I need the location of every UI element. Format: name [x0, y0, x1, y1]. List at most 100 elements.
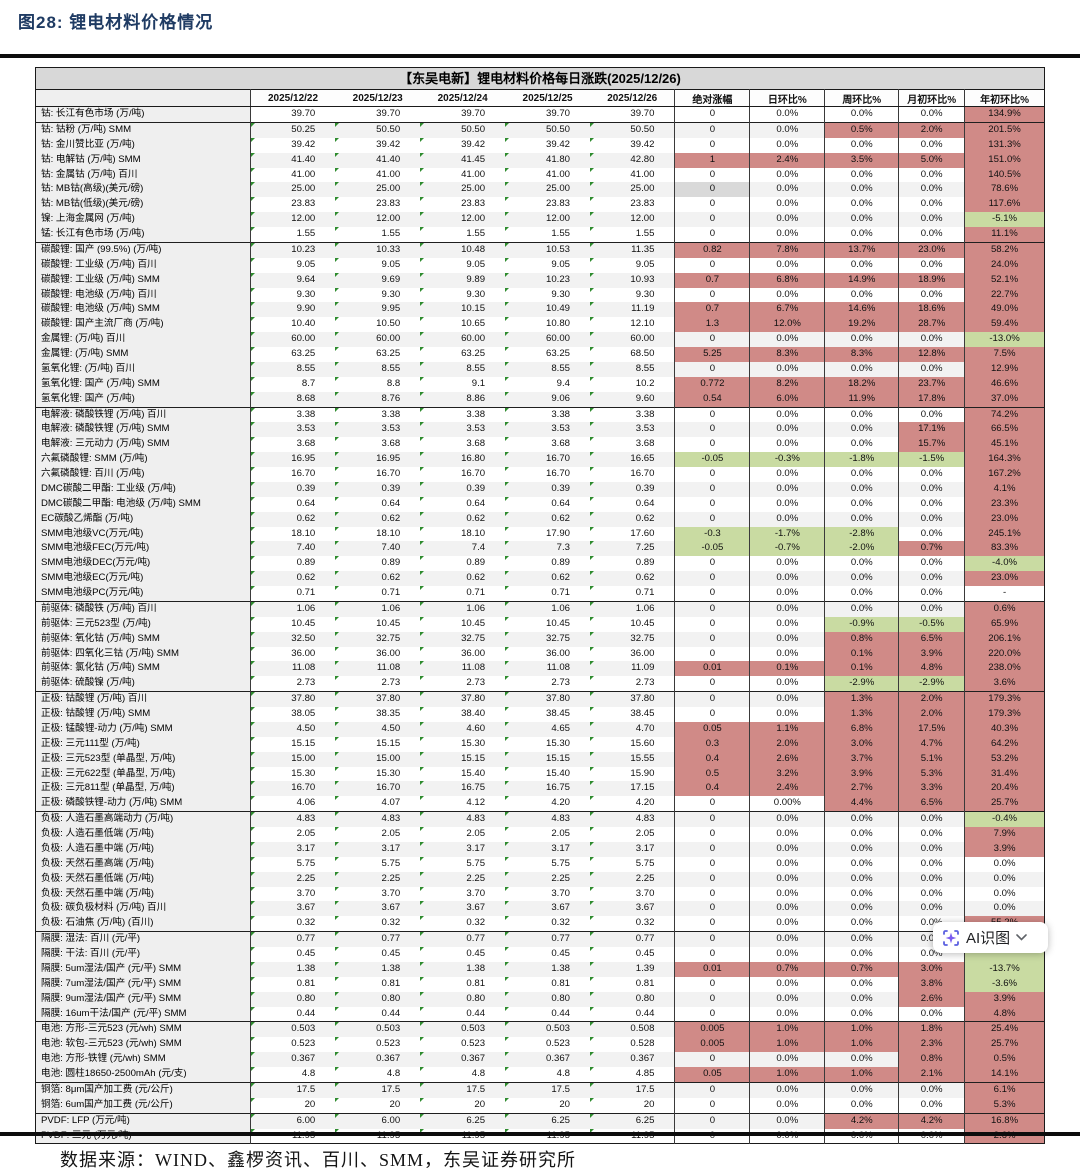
price-cell: 39.70: [461, 108, 486, 119]
price-cell: 0.32: [250, 916, 335, 931]
price-cell: 15.15: [420, 751, 506, 767]
price-cell: 15.90: [590, 766, 675, 782]
price-cell: 3.53: [590, 422, 675, 438]
change-cell: 0.0%: [749, 197, 825, 213]
chevron-down-icon[interactable]: [1016, 934, 1027, 941]
change-cell: 0: [674, 707, 750, 722]
price-cell: 3.17: [505, 841, 591, 857]
cell-note-triangle-icon: [505, 511, 510, 516]
col-header-3: 2025/12/24: [420, 89, 506, 107]
cell-note-triangle-icon: [505, 317, 510, 322]
change-cell: 1.0%: [749, 1037, 825, 1053]
price-cell: 1.55: [335, 227, 420, 242]
change-cell: 58.2%: [964, 241, 1045, 258]
change-cell: 0.005: [674, 1021, 750, 1038]
price-cell: 38.35: [335, 707, 420, 722]
cell-note-triangle-icon: [335, 692, 340, 697]
change-cell: -: [964, 586, 1045, 602]
cell-note-triangle-icon: [505, 781, 510, 786]
price-cell: 10.80: [505, 317, 590, 332]
change-cell: 0: [674, 406, 750, 423]
price-cell: 25.00: [335, 182, 421, 198]
change-cell: 0: [674, 796, 750, 812]
price-cell: 7.40: [250, 541, 336, 557]
change-cell: -13.0%: [964, 332, 1045, 347]
price-cell: 2.25: [505, 871, 591, 887]
price-cell: 3.38: [590, 406, 675, 423]
change-cell: -0.3: [674, 526, 750, 542]
change-cell: 0.0%: [824, 571, 899, 586]
change-cell: 1.8%: [898, 1021, 965, 1038]
price-cell: 0.503: [420, 1021, 506, 1038]
cell-note-triangle-icon: [250, 707, 255, 711]
price-cell: 6.00: [335, 1112, 421, 1129]
change-cell: 7.9%: [964, 827, 1045, 842]
cell-note-triangle-icon: [250, 243, 255, 247]
cell-note-triangle-icon: [505, 408, 510, 412]
price-cell: 9.95: [335, 302, 421, 318]
cell-note-triangle-icon: [335, 932, 340, 937]
cell-note-triangle-icon: [335, 197, 340, 202]
change-cell: 0.0%: [749, 841, 825, 857]
cell-note-triangle-icon: [335, 751, 340, 756]
change-cell: 0.0%: [898, 197, 965, 213]
price-cell: 0.89: [250, 556, 335, 571]
change-cell: 0.0%: [824, 106, 899, 123]
cell-note-triangle-icon: [250, 452, 255, 457]
cell-note-triangle-icon: [590, 152, 595, 157]
cell-note-triangle-icon: [505, 182, 510, 187]
price-cell: 10.50: [335, 317, 420, 332]
cell-note-triangle-icon: [335, 408, 340, 412]
cell-note-triangle-icon: [335, 496, 340, 501]
price-cell: 16.70: [505, 452, 591, 467]
cell-note-triangle-icon: [250, 1052, 255, 1057]
change-cell: 53.2%: [964, 751, 1045, 767]
price-cell: 15.30: [335, 766, 420, 782]
cell-note-triangle-icon: [590, 751, 595, 756]
price-cell: 4.12: [420, 796, 505, 811]
price-cell: 3.38: [505, 406, 591, 423]
price-cell: 3.70: [250, 886, 335, 902]
change-cell: 3.9%: [898, 646, 965, 662]
cell-note-triangle-icon: [420, 227, 425, 231]
row-label: SMM电池级EC(万元/吨): [35, 571, 251, 586]
change-cell: 0.3: [674, 736, 750, 752]
cell-note-triangle-icon: [590, 631, 595, 636]
ai-recognize-button[interactable]: AI识图: [933, 922, 1048, 953]
cell-note-triangle-icon: [250, 947, 255, 951]
change-cell: 17.5%: [898, 721, 965, 737]
cell-note-triangle-icon: [335, 661, 340, 666]
cell-note-triangle-icon: [250, 661, 255, 666]
cell-note-triangle-icon: [420, 916, 425, 921]
cell-note-triangle-icon: [335, 736, 340, 741]
change-cell: -0.4%: [964, 811, 1045, 827]
price-cell: 20: [335, 1097, 420, 1113]
change-cell: 1.3%: [824, 707, 899, 722]
table-row: SMM电池级DEC(万元/吨) 0.89 0.89 0.89 0.89 0.89 0 0.0%…: [35, 556, 1045, 572]
change-cell: 0.0%: [898, 287, 965, 303]
price-cell: 17.60: [590, 526, 675, 542]
cell-note-triangle-icon: [505, 766, 510, 771]
row-label: 隔膜: 7um湿法/国产 (元/平) SMM: [35, 976, 251, 992]
row-label: SMM电池级PC(万元/吨): [35, 586, 251, 602]
price-cell: 3.70: [590, 886, 675, 902]
cell-note-triangle-icon: [590, 467, 595, 471]
change-cell: -2.0%: [824, 541, 899, 557]
price-cell: 2.73: [505, 676, 590, 691]
row-label: 隔膜: 5um湿法/国产 (元/平) SMM: [35, 961, 251, 977]
cell-note-triangle-icon: [250, 302, 255, 307]
price-cell: 50.50: [505, 121, 591, 138]
price-cell: 0.89: [335, 556, 420, 571]
table-row: 锰: 长江有色市场 (万/吨) 1.55 1.55 1.55 1.55 1.55 0 0.0%…: [35, 227, 1045, 243]
change-cell: 0.0%: [824, 481, 899, 497]
price-cell: 6.00: [250, 1112, 336, 1129]
cell-note-triangle-icon: [335, 947, 340, 951]
price-cell: 4.83: [420, 811, 506, 827]
change-cell: -1.8%: [824, 452, 899, 467]
price-cell: 10.33: [335, 241, 421, 258]
change-cell: 23.7%: [898, 376, 965, 392]
row-label: 碳酸锂: 电池级 (万/吨) SMM: [35, 302, 251, 318]
price-cell: 25.00: [590, 182, 675, 198]
change-cell: 23.0%: [964, 571, 1045, 586]
change-cell: 0.0%: [824, 332, 899, 347]
